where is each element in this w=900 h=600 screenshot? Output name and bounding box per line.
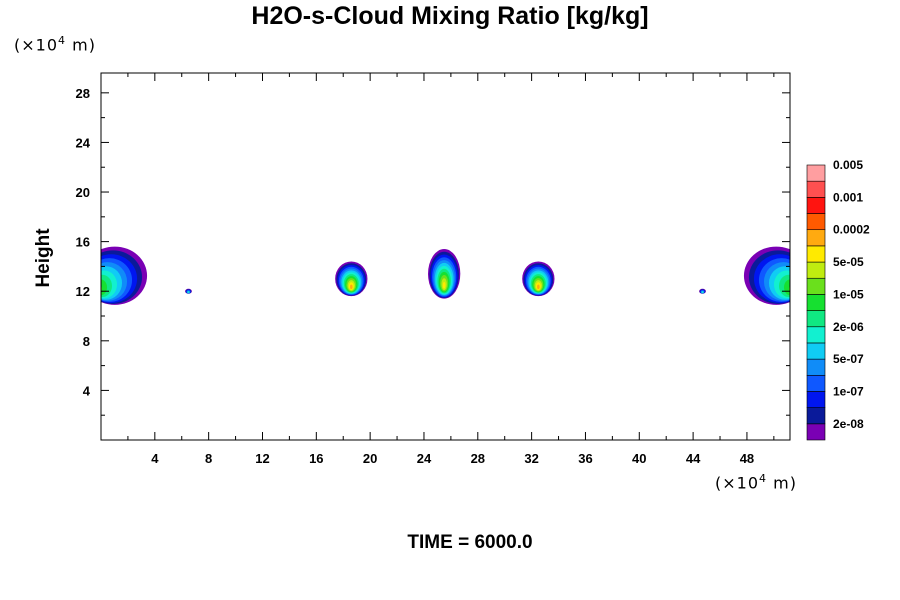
y-tick-label: 4 xyxy=(83,383,91,398)
colorbar-swatch xyxy=(806,245,826,263)
x-tick-label: 40 xyxy=(632,451,646,466)
x-unit-suffix: m) xyxy=(767,473,797,493)
plot-frame xyxy=(100,72,791,441)
x-tick-label: 28 xyxy=(471,451,485,466)
colorbar-label: 0.001 xyxy=(833,190,863,204)
x-tick-label: 16 xyxy=(309,451,323,466)
colorbar-swatch xyxy=(806,213,826,231)
cloud-field xyxy=(101,246,790,305)
y-unit-prefix: (×10 xyxy=(14,35,59,55)
colorbar-label: 0.0002 xyxy=(833,223,870,237)
x-tick-label: 36 xyxy=(578,451,592,466)
colorbar-swatch xyxy=(806,294,826,311)
cloud-cell xyxy=(185,288,192,294)
cloud-cell xyxy=(335,261,368,297)
cloud-cell xyxy=(522,261,555,297)
y-axis-label: Height xyxy=(33,228,54,288)
x-tick-label: 48 xyxy=(740,451,754,466)
colorbar: 2e-08 1e-07 5e-07 2e-06 1e-05 5e-05 0.0002 0.00… xyxy=(806,158,870,441)
x-unit-exponent: 4 xyxy=(759,472,768,485)
x-unit-prefix: (×10 xyxy=(715,473,760,493)
x-tick-label: 32 xyxy=(524,451,538,466)
colorbar-label: 2e-08 xyxy=(833,417,864,431)
colorbar-label: 1e-07 xyxy=(833,384,864,398)
colorbar-swatch xyxy=(806,261,826,279)
colorbar-swatch xyxy=(806,407,826,425)
colorbar-swatch xyxy=(806,180,826,198)
cloud-cell xyxy=(743,246,790,305)
y-tick-label: 12 xyxy=(76,284,90,299)
colorbar-label: 5e-05 xyxy=(833,255,864,269)
x-tick-label: 44 xyxy=(686,451,701,466)
x-axis-unit: (×104 m) xyxy=(715,472,797,492)
cloud-contour xyxy=(187,291,190,294)
y-tick-label: 24 xyxy=(76,135,91,150)
cloud-contour xyxy=(442,281,446,289)
y-tick-label: 28 xyxy=(76,86,90,101)
y-tick-label: 8 xyxy=(83,334,90,349)
y-tick-label: 20 xyxy=(76,185,90,200)
colorbar-swatch xyxy=(806,277,826,295)
colorbar-swatch xyxy=(806,374,826,392)
cloud-cell xyxy=(428,249,461,299)
y-unit-exponent: 4 xyxy=(58,34,67,47)
colorbar-label: 5e-07 xyxy=(833,352,864,366)
y-unit-suffix: m) xyxy=(66,35,96,55)
cloud-cell xyxy=(101,246,148,305)
y-axis-unit: (×104 m) xyxy=(14,34,96,54)
colorbar-swatch xyxy=(806,391,826,408)
colorbar-swatch xyxy=(806,423,826,441)
colorbar-label: 2e-06 xyxy=(833,320,864,334)
cloud-contour xyxy=(701,291,704,294)
y-tick-label: 16 xyxy=(76,235,90,250)
cloud-contour xyxy=(350,284,353,290)
colorbar-swatch xyxy=(806,326,826,344)
x-tick-label: 8 xyxy=(205,451,212,466)
x-tick-label: 4 xyxy=(151,451,159,466)
x-tick-label: 24 xyxy=(417,451,432,466)
cloud-contour xyxy=(537,284,540,290)
colorbar-swatch xyxy=(806,197,826,214)
colorbar-swatch xyxy=(806,229,826,247)
time-label: TIME = 6000.0 xyxy=(407,532,533,553)
x-tick-label: 12 xyxy=(255,451,269,466)
x-tick-label: 20 xyxy=(363,451,377,466)
colorbar-swatch xyxy=(806,164,826,182)
colorbar-label: 1e-05 xyxy=(833,287,864,301)
colorbar-swatch xyxy=(806,358,826,376)
cloud-cell xyxy=(699,288,706,294)
chart-title: H2O-s-Cloud Mixing Ratio [kg/kg] xyxy=(251,2,649,30)
colorbar-swatch xyxy=(806,342,826,360)
colorbar-label: 0.005 xyxy=(833,158,863,172)
colorbar-swatch xyxy=(806,310,826,328)
